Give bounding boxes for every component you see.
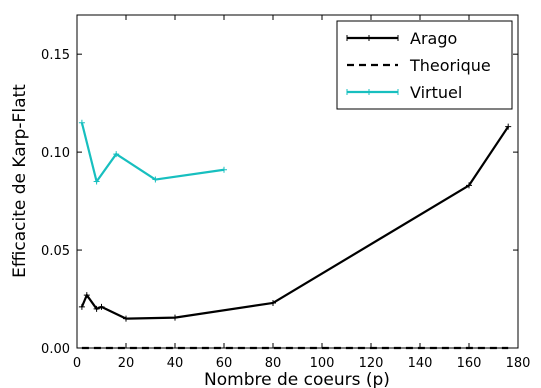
data-point-virtuel	[221, 166, 227, 173]
data-point-arago	[270, 299, 276, 306]
x-tick-label: 160	[457, 356, 482, 371]
y-tick-label: 0.15	[41, 48, 70, 63]
y-tick-label: 0.00	[41, 342, 70, 357]
data-point-arago	[505, 123, 512, 130]
y-tick-label: 0.05	[41, 244, 70, 259]
x-tick-label: 40	[167, 356, 184, 371]
x-tick-label: 0	[73, 356, 81, 371]
data-point-virtuel	[78, 119, 85, 126]
legend-marker	[346, 89, 399, 95]
x-tick-label: 180	[506, 356, 531, 371]
y-axis-label: Efficacite de Karp-Flatt	[10, 84, 30, 278]
data-point-arago	[123, 315, 129, 322]
data-point-arago	[172, 314, 178, 321]
legend-label: Arago	[410, 29, 457, 48]
data-point-arago	[93, 305, 100, 312]
legend: Arago Theorique Virtuel	[336, 20, 513, 110]
y-tick-label: 0.10	[41, 146, 70, 161]
x-tick-label: 100	[310, 356, 335, 371]
data-point-arago	[78, 303, 85, 310]
legend-marker	[346, 35, 399, 41]
data-point-arago	[466, 182, 472, 189]
x-tick-label: 20	[118, 356, 135, 371]
legend-label: Theorique	[409, 56, 491, 75]
x-axis-label: Nombre de coeurs (p)	[204, 370, 390, 388]
data-point-virtuel	[152, 176, 159, 183]
x-tick-label: 140	[408, 356, 433, 371]
data-point-virtuel	[93, 178, 100, 185]
axis-ticks: 0 20 40 60 80 100 120 140 160 180 0.00 0.05 0.10 0.15	[41, 15, 530, 371]
data-point-arago	[83, 292, 90, 299]
legend-label: Virtuel	[410, 83, 462, 102]
x-tick-label: 80	[265, 356, 282, 371]
data-point-virtuel	[113, 151, 120, 158]
legend-box	[336, 20, 513, 110]
series-lines	[78, 119, 512, 350]
x-tick-label: 60	[216, 356, 233, 371]
data-point-arago	[98, 303, 105, 310]
x-tick-label: 120	[359, 356, 384, 371]
